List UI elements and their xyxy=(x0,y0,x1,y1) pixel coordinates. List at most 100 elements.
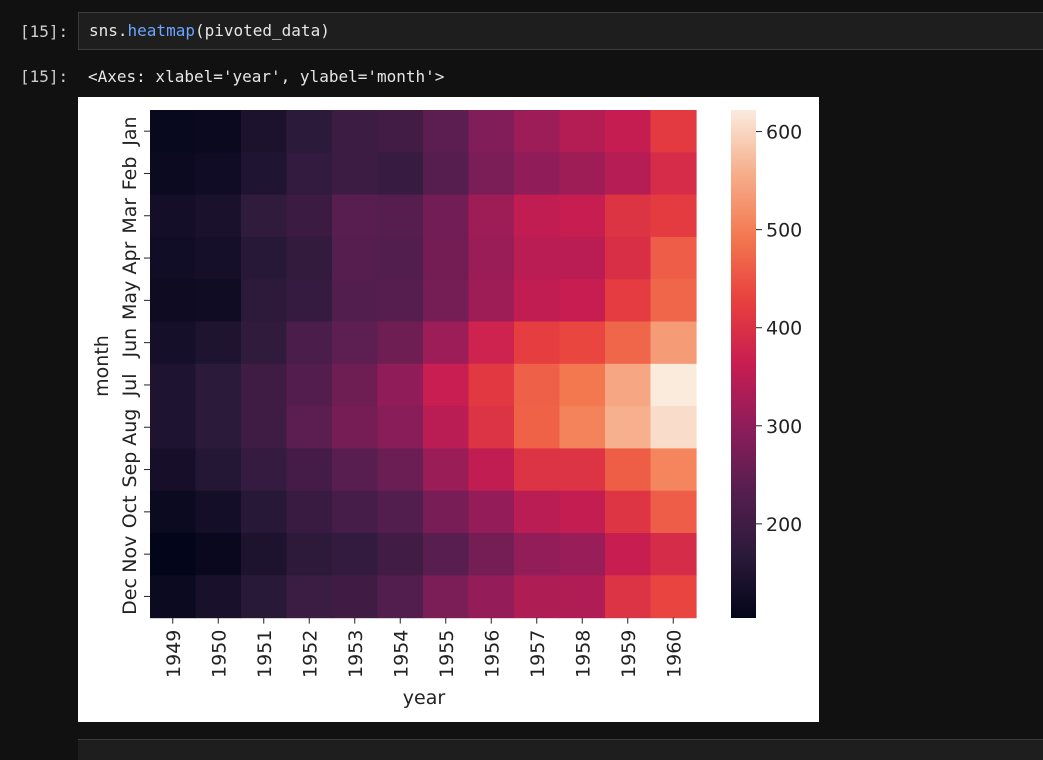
heatmap-cell xyxy=(332,152,379,196)
heatmap-cell xyxy=(150,321,197,365)
x-axis-label: year xyxy=(403,687,446,709)
x-tick-label: 1951 xyxy=(254,630,276,678)
y-tick-label: Feb xyxy=(119,157,141,191)
heatmap-cell xyxy=(559,406,606,449)
heatmap-cell xyxy=(286,236,333,280)
x-tick-label: 1958 xyxy=(572,630,594,678)
heatmap-cell xyxy=(150,490,197,534)
heatmap-cell xyxy=(605,194,652,238)
heatmap-cell xyxy=(605,321,652,365)
y-tick-label: Jul xyxy=(119,373,141,397)
heatmap-cell xyxy=(514,110,561,153)
colorbar-ticks: 200 300 400 500 600 xyxy=(756,122,802,536)
heatmap-cell xyxy=(377,236,424,280)
heatmap-cell xyxy=(468,279,515,323)
heatmap-cell xyxy=(377,575,424,619)
heatmap-cell xyxy=(332,490,379,534)
heatmap-cell xyxy=(286,152,333,196)
heatmap-cell xyxy=(195,490,242,534)
heatmap-cell xyxy=(514,236,561,280)
heatmap-cell xyxy=(605,110,652,153)
heatmap-cell xyxy=(559,575,606,619)
heatmap-cell xyxy=(650,279,697,323)
heatmap-cell xyxy=(377,152,424,196)
x-tick-label: 1949 xyxy=(163,630,185,678)
heatmap-cell xyxy=(559,236,606,280)
heatmap-cell xyxy=(150,194,197,238)
y-tick-label: May xyxy=(119,281,141,320)
heatmap-cell xyxy=(650,448,697,492)
heatmap-cell xyxy=(150,533,197,576)
y-tick-label: Jan xyxy=(119,117,141,147)
heatmap-cell xyxy=(423,363,470,407)
heatmap-cell xyxy=(195,406,242,449)
heatmap-cell xyxy=(650,110,697,153)
heatmap-cell xyxy=(150,575,197,619)
heatmap-cell xyxy=(195,236,242,280)
heatmap-cell xyxy=(605,279,652,323)
heatmap-cell xyxy=(332,194,379,238)
heatmap-cell xyxy=(195,152,242,196)
colorbar-tick-label: 200 xyxy=(766,514,802,536)
heatmap-figure: Jan Feb Mar Apr May Jun Jul Aug Sep Oct Nov Dec 194… xyxy=(78,97,819,722)
heatmap-cell xyxy=(150,406,197,449)
code-args: (pivoted_data) xyxy=(194,21,330,40)
heatmap-cell xyxy=(514,152,561,196)
heatmap-cell xyxy=(468,110,515,153)
heatmap-cell xyxy=(377,406,424,449)
heatmap-cell xyxy=(514,279,561,323)
x-tick-label: 1959 xyxy=(618,630,640,678)
heatmap-cell xyxy=(650,236,697,280)
y-tick-label: Mar xyxy=(119,198,141,234)
heatmap-cell xyxy=(559,279,606,323)
heatmap-cell xyxy=(423,279,470,323)
heatmap-cell xyxy=(150,236,197,280)
heatmap-cell xyxy=(423,110,470,153)
output-text: <Axes: xlabel='year', ylabel='month'> xyxy=(88,67,445,86)
y-axis-label: month xyxy=(91,335,113,397)
y-tick-label: Jun xyxy=(119,328,141,359)
heatmap-cell xyxy=(559,490,606,534)
heatmap-cell xyxy=(377,533,424,576)
heatmap-cell xyxy=(468,236,515,280)
y-tick-label: Aug xyxy=(119,409,141,446)
y-tick-label: Oct xyxy=(119,495,141,528)
heatmap-cell xyxy=(241,321,288,365)
heatmap-cell xyxy=(423,533,470,576)
heatmap-cell xyxy=(423,575,470,619)
code-line[interactable]: sns.heatmap(pivoted_data) xyxy=(89,21,330,41)
heatmap-cell xyxy=(423,448,470,492)
heatmap-chart: Jan Feb Mar Apr May Jun Jul Aug Sep Oct Nov Dec 194… xyxy=(91,110,802,709)
heatmap-cell xyxy=(241,194,288,238)
heatmap-cell xyxy=(559,321,606,365)
x-tick-label: 1952 xyxy=(299,630,321,678)
next-code-cell[interactable] xyxy=(78,739,1043,760)
heatmap-cell xyxy=(241,406,288,449)
heatmap-cell xyxy=(468,363,515,407)
y-tick-labels: Jan Feb Mar Apr May Jun Jul Aug Sep Oct Nov Dec xyxy=(119,117,150,615)
heatmap-cell xyxy=(150,363,197,407)
heatmap-cell xyxy=(514,406,561,449)
heatmap-cell xyxy=(195,448,242,492)
heatmap-cell xyxy=(468,152,515,196)
heatmap-cell xyxy=(650,321,697,365)
heatmap-cell xyxy=(605,575,652,619)
code-cell-input[interactable]: sns.heatmap(pivoted_data) xyxy=(78,12,1043,50)
heatmap-cell xyxy=(559,448,606,492)
input-prompt: [15]: xyxy=(20,22,69,41)
heatmap-cell xyxy=(559,363,606,407)
heatmap-cell xyxy=(332,236,379,280)
heatmap-cell xyxy=(150,152,197,196)
heatmap-cell xyxy=(377,490,424,534)
heatmap-cell xyxy=(605,363,652,407)
heatmap-cell xyxy=(377,363,424,407)
heatmap-cell xyxy=(332,363,379,407)
heatmap-cell xyxy=(468,448,515,492)
heatmap-cell xyxy=(241,490,288,534)
heatmap-cell xyxy=(286,194,333,238)
heatmap-cell xyxy=(195,575,242,619)
heatmap-cell xyxy=(423,236,470,280)
heatmap-cell xyxy=(605,490,652,534)
colorbar-tick-label: 500 xyxy=(766,220,802,242)
heatmap-cell xyxy=(514,448,561,492)
